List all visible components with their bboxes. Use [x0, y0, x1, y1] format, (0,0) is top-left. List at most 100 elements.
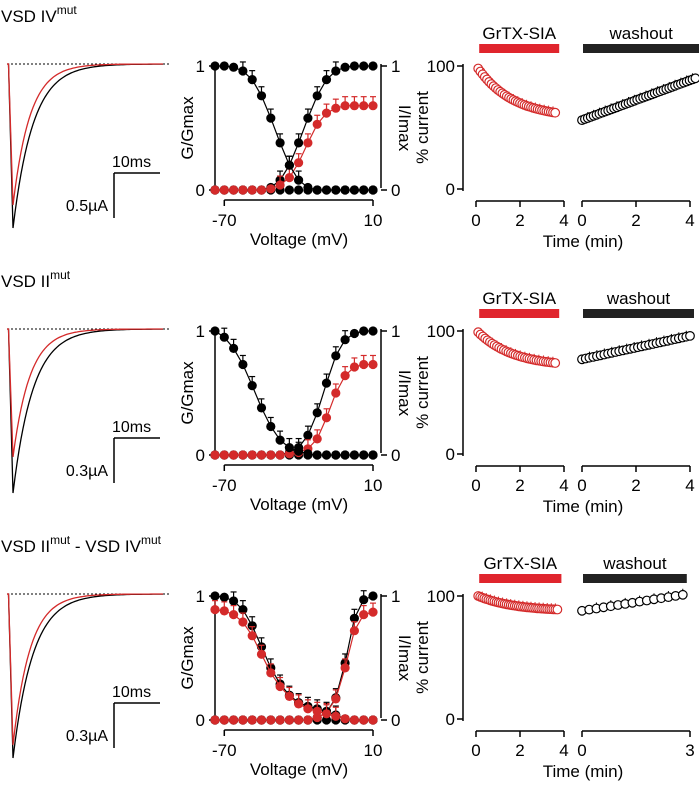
washout-x-tick-label: 3 — [685, 741, 694, 760]
gv-series-fit-line — [215, 65, 373, 191]
gv-data-point — [340, 62, 350, 72]
gv-y-tick-label-right: 0 — [391, 446, 400, 465]
gv-data-point — [312, 119, 322, 129]
toxin-data-point — [550, 107, 561, 118]
gv-data-point — [219, 185, 229, 195]
gv-data-point — [294, 158, 304, 168]
toxin-x-tick-label: 2 — [515, 476, 524, 495]
washout-application-bar — [583, 574, 687, 583]
gv-data-point — [368, 326, 378, 336]
gv-data-point — [284, 691, 294, 702]
gv-data-point — [312, 91, 322, 101]
toxin-data-point — [550, 358, 561, 368]
gv-data-point — [368, 185, 378, 195]
gv-y-tick-label-right: 1 — [391, 322, 400, 341]
washout-data-point — [690, 73, 699, 84]
gv-data-point — [312, 450, 322, 460]
scale-label-time: 10ms — [112, 154, 151, 171]
gv-data-point — [368, 450, 378, 460]
gv-data-point — [331, 388, 341, 398]
gv-y-axis-label-right: I/Imax — [395, 635, 414, 682]
gv-data-point — [303, 182, 313, 193]
gv-series-fit-line — [215, 330, 373, 456]
gv-data-point — [368, 101, 378, 111]
washout-x-tick-label: 2 — [631, 476, 640, 495]
gv-data-point — [284, 715, 294, 725]
toxin-current-trace — [7, 328, 163, 457]
toxin-x-tick-label: 2 — [515, 211, 524, 230]
gv-data-point — [349, 328, 359, 339]
title-main: VSD II — [1, 537, 50, 556]
gv-data-point — [312, 408, 322, 418]
gv-data-point — [294, 699, 304, 709]
gv-data-point — [247, 75, 257, 85]
gv-chart: 0 0 1 1 -70 10 Voltage (mV) G/Gmax I/Imax — [178, 57, 414, 249]
gv-data-point — [303, 138, 313, 148]
gv-data-point — [349, 715, 359, 725]
gv-data-point — [247, 381, 257, 391]
toxin-x-tick-label: 2 — [515, 741, 524, 760]
time-y-axis-label: % current — [413, 91, 432, 164]
gv-data-point — [349, 362, 359, 372]
washout-label: washout — [606, 289, 671, 308]
gv-data-point — [359, 359, 369, 370]
title-main-2: - VSD IV — [70, 537, 142, 556]
gv-data-point — [340, 663, 350, 673]
gv-data-point — [321, 75, 332, 85]
gv-data-point — [359, 61, 369, 71]
gv-x-axis-label: Voltage (mV) — [250, 760, 348, 779]
gv-data-point — [229, 185, 239, 195]
gv-data-point — [210, 715, 220, 725]
gv-y-axis-label-right: I/Imax — [395, 370, 414, 417]
washout-data-point — [677, 589, 688, 600]
time-y-tick-label: 100 — [427, 322, 455, 341]
gv-data-point — [349, 613, 359, 623]
gv-data-point — [359, 450, 369, 460]
scale-label-time: 10ms — [112, 684, 151, 701]
toxin-application-bar — [479, 309, 560, 318]
title-main: VSD IV — [1, 7, 57, 26]
gv-y-axis-label-right: I/Imax — [395, 105, 414, 152]
title-superscript: mut — [50, 268, 71, 282]
washout-label: washout — [609, 24, 674, 43]
scale-label-current: 0.3µA — [66, 728, 108, 745]
gv-data-point — [284, 173, 294, 183]
gv-data-point — [349, 101, 359, 111]
gv-data-point — [266, 421, 276, 432]
gv-data-point — [368, 607, 378, 617]
gv-y-tick-label-left: 1 — [196, 587, 205, 606]
gv-data-point — [229, 343, 239, 353]
washout-label: washout — [602, 554, 667, 573]
gv-data-point — [238, 185, 248, 195]
time-course-chart: 0 100 % current 0 2 4 GrTX-SIA 0 2 4 washout Time (… — [413, 289, 695, 516]
washout-application-bar — [583, 44, 699, 53]
gv-data-point — [229, 715, 239, 725]
gv-data-point — [331, 711, 341, 721]
gv-data-point — [275, 681, 285, 692]
gv-data-point — [284, 185, 294, 195]
gv-data-point — [229, 610, 239, 620]
gv-data-point — [219, 715, 229, 725]
time-x-axis-label: Time (min) — [543, 497, 624, 516]
gv-data-point — [349, 61, 359, 71]
gv-data-point — [256, 649, 267, 659]
gv-data-point — [247, 715, 257, 725]
washout-x-tick-label: 4 — [685, 476, 694, 495]
toxin-data-point — [552, 604, 563, 615]
gv-data-point — [256, 715, 267, 725]
gv-data-point — [340, 371, 350, 381]
gv-data-point — [229, 62, 239, 72]
current-trace-panel: 10ms 0.3µA — [7, 328, 170, 494]
title-superscript: mut — [50, 533, 71, 547]
gv-data-point — [210, 185, 220, 195]
gv-data-point — [247, 185, 257, 195]
gv-data-point — [219, 450, 229, 460]
time-y-tick-label: 0 — [446, 710, 455, 729]
toxin-x-tick-label: 4 — [559, 741, 568, 760]
gv-data-point — [284, 443, 294, 453]
gv-data-point — [331, 66, 341, 76]
gv-data-point — [359, 185, 369, 195]
gv-y-tick-label-right: 1 — [391, 57, 400, 76]
gv-data-point — [266, 715, 276, 725]
